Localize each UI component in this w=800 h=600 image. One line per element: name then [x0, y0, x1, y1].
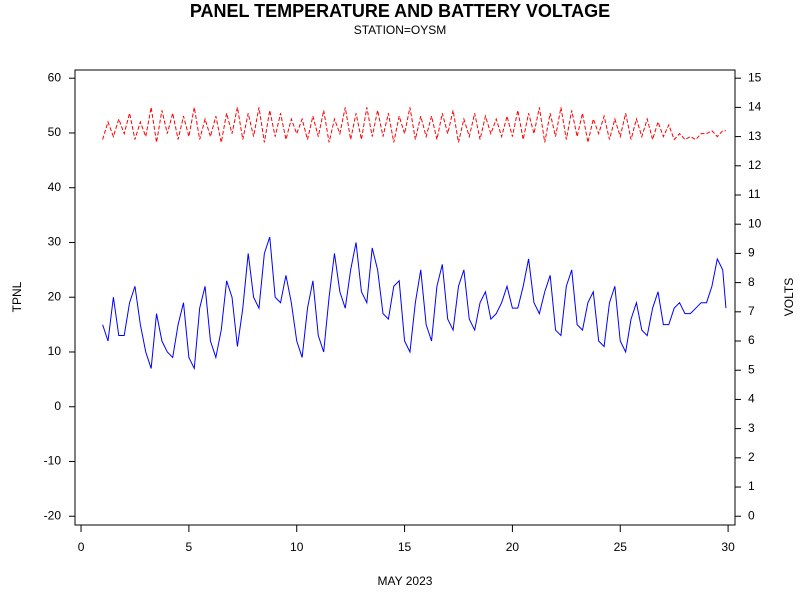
- y2-tick-label: 14: [748, 100, 762, 114]
- x-tick-label: 30: [721, 540, 735, 554]
- y2-tick-label: 12: [748, 158, 762, 172]
- series-line: [102, 107, 726, 143]
- y2-tick-label: 8: [748, 275, 755, 289]
- y-tick-label: 30: [48, 235, 62, 249]
- y-axis-label: TPNL: [10, 281, 24, 312]
- y2-tick-label: 2: [748, 450, 755, 464]
- y2-tick-label: 11: [748, 187, 761, 201]
- plot-frame: [74, 69, 736, 526]
- y-tick-label: 50: [48, 125, 62, 139]
- series-line: [102, 236, 727, 371]
- x-axis-label: MAY 2023: [378, 574, 433, 588]
- y2-axis-label: VOLTS: [782, 278, 796, 316]
- x-tick-label: 10: [290, 540, 304, 554]
- x-tick-label: 0: [78, 540, 85, 554]
- x-tick-label: 25: [614, 540, 628, 554]
- y-tick-label: 20: [48, 289, 62, 303]
- x-tick-label: 5: [186, 540, 193, 554]
- y-tick-label: 0: [54, 399, 61, 413]
- y2-tick-label: 3: [748, 421, 755, 435]
- y2-tick-label: 1: [748, 479, 755, 493]
- y2-tick-label: 4: [748, 392, 755, 406]
- y2-tick-label: 0: [748, 508, 755, 522]
- y2-tick-label: 15: [748, 70, 762, 84]
- x-tick-label: 20: [506, 540, 520, 554]
- chart-subtitle: STATION=OYSM: [354, 23, 447, 37]
- y2-tick-label: 7: [748, 304, 755, 318]
- y2-tick-label: 13: [748, 129, 762, 143]
- y-tick-label: -10: [44, 454, 62, 468]
- y2-tick-label: 6: [748, 333, 755, 347]
- y2-tick-label: 10: [748, 216, 762, 230]
- y-tick-label: 10: [48, 344, 62, 358]
- y-tick-label: 60: [48, 70, 62, 84]
- y-tick-label: -20: [44, 508, 62, 522]
- x-tick-label: 15: [398, 540, 412, 554]
- y2-tick-label: 9: [748, 246, 755, 260]
- y-tick-label: 40: [48, 180, 62, 194]
- y2-tick-label: 5: [748, 362, 755, 376]
- chart-title: PANEL TEMPERATURE AND BATTERY VOLTAGE: [190, 1, 610, 21]
